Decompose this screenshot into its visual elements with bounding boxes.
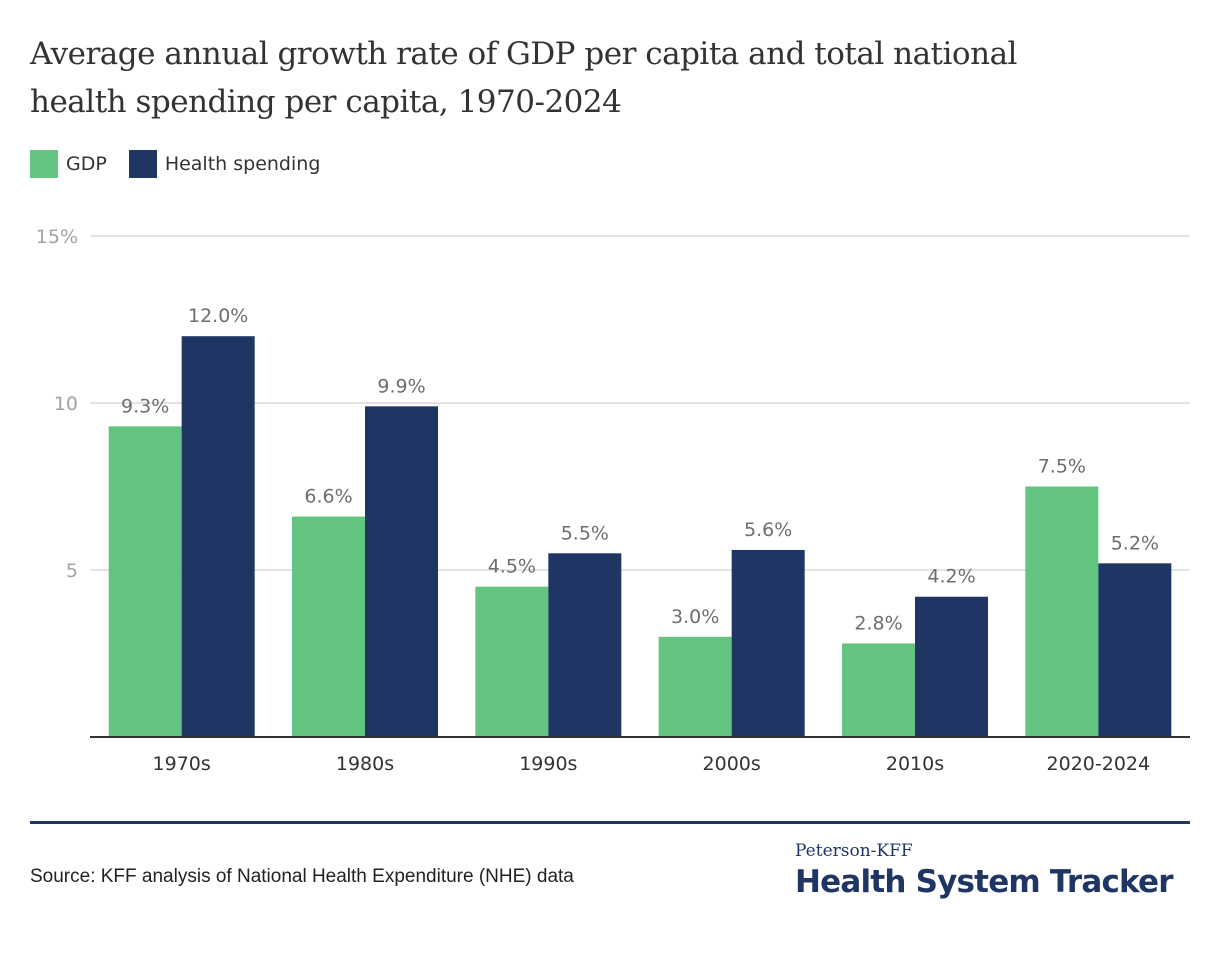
brand-logo: Peterson-KFF Health System Tracker xyxy=(795,840,1174,902)
x-tick-label: 2020-2024 xyxy=(1047,753,1151,775)
data-label: 4.2% xyxy=(927,566,975,588)
chart-title-line-1: Average annual growth rate of GDP per ca… xyxy=(30,36,1017,72)
legend-label-gdp: GDP xyxy=(66,153,107,175)
x-tick-label: 1990s xyxy=(519,753,577,775)
source-note: Source: KFF analysis of National Health … xyxy=(30,866,574,887)
x-tick-label: 2010s xyxy=(886,753,944,775)
bar-health-spending xyxy=(915,596,988,737)
x-tick-label: 1970s xyxy=(153,753,211,775)
bar-gdp xyxy=(1025,486,1099,737)
data-label: 7.5% xyxy=(1038,456,1086,478)
legend-item-gdp[interactable]: GDP xyxy=(30,150,107,178)
footer-divider xyxy=(30,821,1190,824)
bar-gdp xyxy=(108,426,182,737)
x-tick-label: 2000s xyxy=(703,753,761,775)
x-tick-label: 1980s xyxy=(336,753,394,775)
bar-gdp xyxy=(292,516,365,737)
brand-title: Health System Tracker xyxy=(795,864,1174,900)
data-labels: 9.3% 12.0% 6.6% 9.9% 4.5% 5.5% 3.0% 5.6% 2.8% 4.2… xyxy=(121,305,1159,634)
data-label: 12.0% xyxy=(188,305,248,327)
data-label: 2.8% xyxy=(854,612,902,634)
bar-gdp xyxy=(475,586,549,737)
data-label: 4.5% xyxy=(488,556,536,578)
brand-subtitle: Peterson-KFF xyxy=(795,841,913,861)
data-label: 5.6% xyxy=(744,519,792,541)
data-label: 5.2% xyxy=(1111,532,1159,554)
legend: GDP Health spending xyxy=(30,150,342,178)
legend-label-health-spending: Health spending xyxy=(164,153,321,175)
y-tick-label: 5 xyxy=(66,560,78,582)
bar-gdp xyxy=(658,636,732,737)
bar-health-spending xyxy=(1098,563,1172,737)
gridlines xyxy=(90,235,1190,571)
bar-health-spending xyxy=(548,553,622,737)
legend-swatch-gdp xyxy=(30,150,58,178)
bar-health-spending xyxy=(181,336,255,737)
x-axis-ticks: 1970s 1980s 1990s 2000s 2010s 2020-2024 xyxy=(153,753,1151,775)
y-axis-ticks: 5 10 15% xyxy=(36,226,78,582)
bar-health-spending xyxy=(731,549,805,737)
y-tick-label: 10 xyxy=(54,393,78,415)
data-label: 9.3% xyxy=(121,395,169,417)
bar-gdp xyxy=(842,643,915,737)
y-tick-label: 15% xyxy=(36,226,78,248)
data-label: 5.5% xyxy=(561,522,609,544)
data-label: 9.9% xyxy=(377,375,425,397)
legend-item-health-spending[interactable]: Health spending xyxy=(128,150,321,178)
chart-title: Average annual growth rate of GDP per ca… xyxy=(30,30,1150,126)
data-label: 6.6% xyxy=(304,486,352,508)
data-label: 3.0% xyxy=(671,606,719,628)
bars xyxy=(108,336,1172,737)
chart-title-line-2: health spending per capita, 1970-2024 xyxy=(30,84,622,120)
bar-health-spending xyxy=(365,406,438,737)
legend-swatch-health-spending xyxy=(128,150,157,178)
